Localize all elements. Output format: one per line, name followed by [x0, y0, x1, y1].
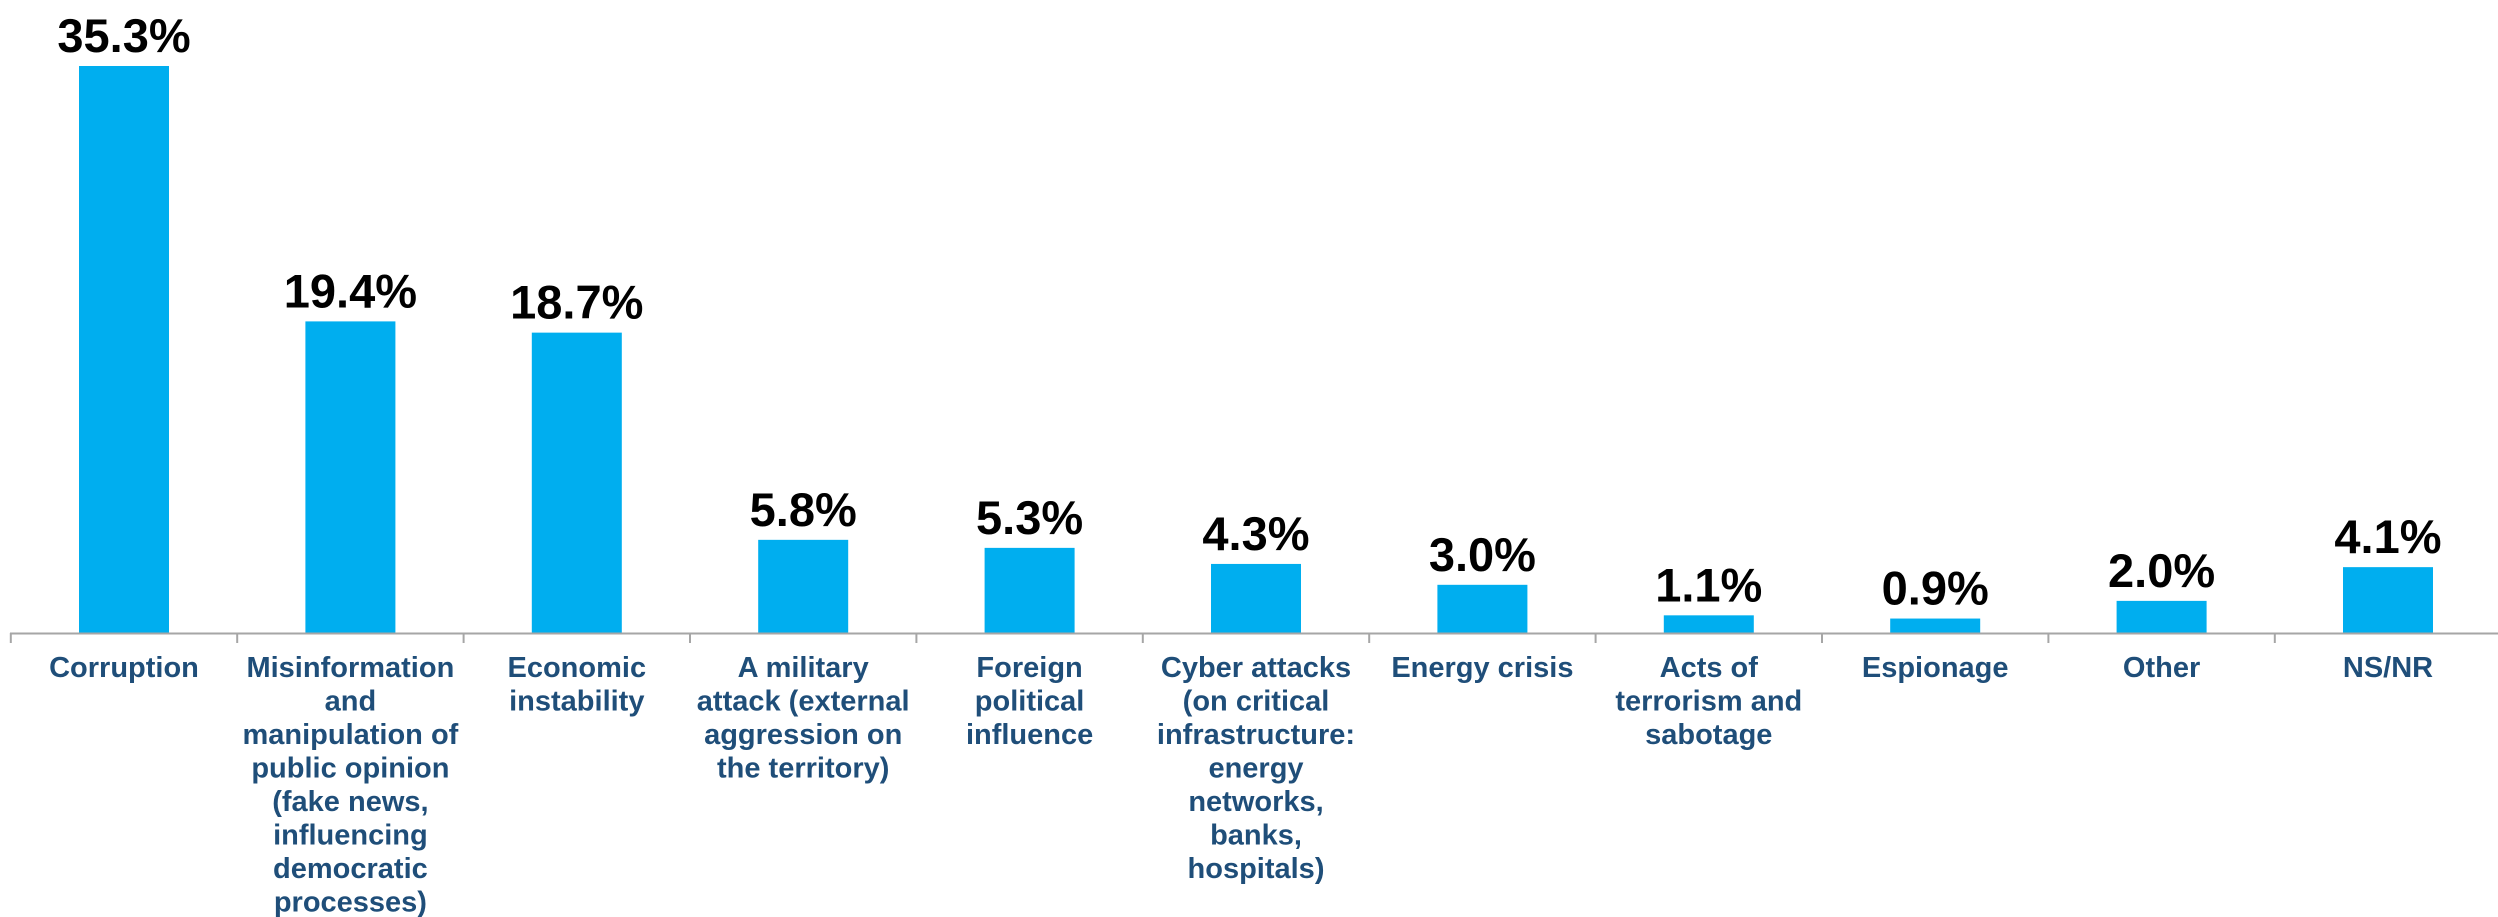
- category-label-line: (fake news,: [272, 786, 428, 818]
- bar: [984, 547, 1075, 633]
- x-axis-ticks: [9, 633, 2276, 643]
- category-labels-group: Corruption Misinformation and manipulation …: [49, 652, 2433, 917]
- category-label-line: hospitals): [1188, 853, 1325, 885]
- data-label: 35.3%: [57, 9, 190, 62]
- bar: [531, 332, 622, 633]
- data-label: 0.9%: [1882, 562, 1989, 615]
- bar: [79, 66, 169, 633]
- data-label: 3.0%: [1429, 528, 1536, 581]
- bar: [1437, 584, 1528, 633]
- category-label-line: democratic: [273, 853, 428, 885]
- category-label-line: instability: [509, 686, 644, 718]
- category-label-line: influencing: [273, 820, 428, 852]
- category-label-line: A military: [738, 652, 869, 684]
- bar: [1663, 615, 1754, 633]
- bar: [758, 539, 849, 633]
- category-label: Misinformation and manipulation of public o…: [242, 652, 458, 917]
- category-label-line: Espionage: [1862, 652, 2009, 684]
- category-label: NS/NR: [2343, 652, 2433, 684]
- bar: [1211, 563, 1301, 633]
- category-label-line: terrorism and: [1615, 686, 1802, 718]
- category-label-line: (on critical: [1183, 686, 1330, 718]
- bar: [305, 321, 396, 633]
- value-labels-group: 35.3% 19.4% 18.7% 5.8% 5.3% 4.3% 3.0% 1.1% 0.9% 2…: [57, 9, 2441, 615]
- category-label-line: attack (external: [697, 686, 910, 718]
- category-label-line: manipulation of: [242, 719, 458, 751]
- category-label-line: sabotage: [1645, 719, 1772, 751]
- category-label-line: aggression on: [704, 719, 902, 751]
- data-label: 2.0%: [2108, 544, 2215, 597]
- category-label: Espionage: [1862, 652, 2009, 684]
- category-label: Corruption: [49, 652, 199, 684]
- category-label-line: political: [975, 686, 1085, 718]
- category-label-line: Corruption: [49, 652, 199, 684]
- category-label: Cyber attacks (on critical infrastructure:…: [1157, 652, 1355, 885]
- category-label-line: Misinformation: [246, 652, 454, 684]
- category-label-line: processes): [274, 887, 427, 917]
- category-label-line: Energy crisis: [1391, 652, 1573, 684]
- bar: [1890, 618, 1981, 633]
- category-label-line: energy: [1208, 753, 1303, 785]
- bars-group: [79, 66, 2433, 633]
- category-label-line: Economic: [508, 652, 647, 684]
- data-label: 4.1%: [2334, 510, 2441, 563]
- bar: [2116, 600, 2207, 633]
- category-label-line: and: [325, 686, 377, 718]
- category-label-line: influence: [966, 719, 1093, 751]
- category-label-line: infrastructure:: [1157, 719, 1355, 751]
- category-label-line: banks,: [1210, 820, 1302, 852]
- category-label: Acts of terrorism and sabotage: [1615, 652, 1802, 751]
- bar: [2343, 567, 2433, 633]
- category-label-line: Foreign: [976, 652, 1082, 684]
- data-label: 1.1%: [1655, 558, 1762, 611]
- data-label: 5.8%: [750, 483, 857, 536]
- category-label-line: Acts of: [1660, 652, 1759, 684]
- data-label: 19.4%: [284, 264, 417, 317]
- category-label: Economic instability: [508, 652, 647, 718]
- category-label-line: Cyber attacks: [1161, 652, 1351, 684]
- category-label: Energy crisis: [1391, 652, 1573, 684]
- data-label: 18.7%: [510, 276, 643, 329]
- data-label: 5.3%: [976, 491, 1083, 544]
- category-label-line: NS/NR: [2343, 652, 2433, 684]
- data-label: 4.3%: [1202, 507, 1309, 560]
- category-label: A military attack (external aggression on t…: [697, 652, 910, 785]
- category-label-line: networks,: [1188, 786, 1323, 818]
- category-label-line: the territory): [717, 753, 889, 785]
- category-label: Foreign political influence: [966, 652, 1093, 751]
- category-label-line: public opinion: [251, 753, 449, 785]
- category-label-line: Other: [2123, 652, 2200, 684]
- category-label: Other: [2123, 652, 2200, 684]
